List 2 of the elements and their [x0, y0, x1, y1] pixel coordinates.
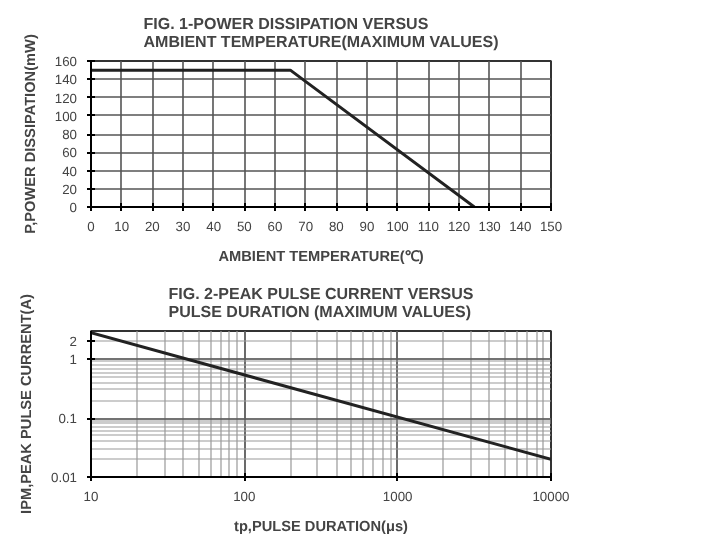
chart-title: FIG. 1-POWER DISSIPATION VERSUS AMBIENT TEMPERATURE(MAXIMUM VALUES) — [143, 15, 500, 51]
chart-title: FIG. 2-PEAK PULSE CURRENT VERSUS PULSE DURATION (MAXIMUM VALUES) — [168, 285, 475, 321]
